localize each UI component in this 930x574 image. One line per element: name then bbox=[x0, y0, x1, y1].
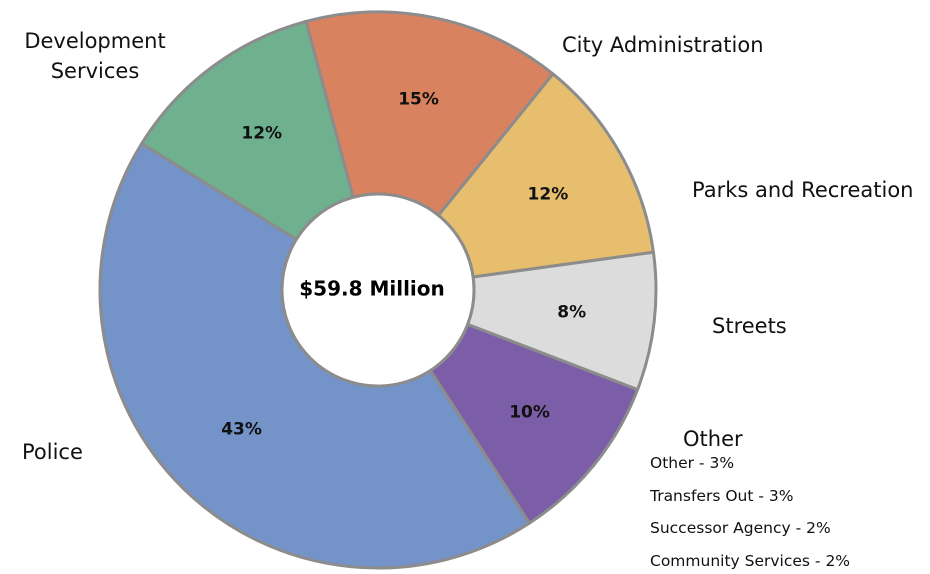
category-label: City Administration bbox=[562, 33, 764, 57]
donut-hole bbox=[280, 192, 476, 388]
category-label: Streets bbox=[712, 314, 787, 338]
value-label: 12% bbox=[241, 123, 282, 143]
category-label: Police bbox=[22, 440, 83, 464]
category-label: Development Services bbox=[24, 29, 166, 83]
other-breakdown-item: Successor Agency - 2% bbox=[650, 519, 831, 537]
value-label: 12% bbox=[528, 184, 569, 204]
center-label: $59.8 Million bbox=[299, 277, 445, 301]
value-label: 8% bbox=[557, 302, 586, 322]
value-label: 10% bbox=[509, 403, 550, 423]
value-label: 15% bbox=[398, 89, 439, 109]
category-label: Other bbox=[683, 427, 743, 451]
category-label: Parks and Recreation bbox=[692, 178, 914, 202]
other-breakdown-item: Other - 3% bbox=[650, 454, 735, 472]
other-breakdown-item: Community Services - 2% bbox=[650, 551, 851, 570]
value-label: 43% bbox=[221, 419, 262, 439]
other-breakdown-item: Transfers Out - 3% bbox=[650, 486, 794, 505]
